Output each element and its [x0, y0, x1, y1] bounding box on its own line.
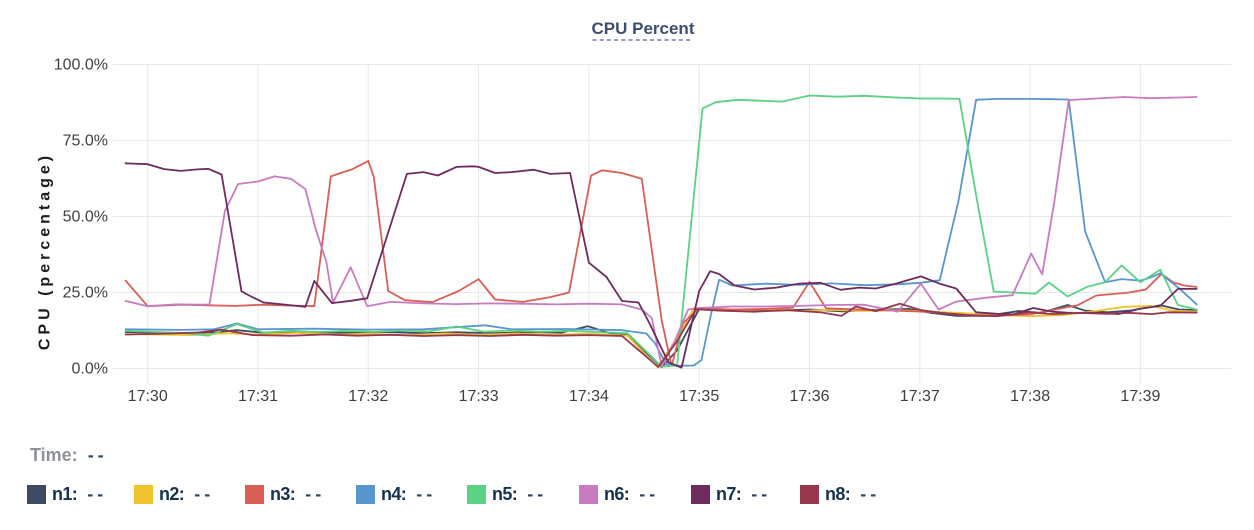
svg-text:100.0%: 100.0% [54, 57, 108, 74]
svg-text:CPU (percentage): CPU (percentage) [37, 152, 54, 350]
svg-text:50.0%: 50.0% [63, 209, 108, 226]
svg-text:17:33: 17:33 [459, 388, 499, 405]
svg-text:0.0%: 0.0% [72, 361, 108, 378]
svg-text:17:38: 17:38 [1010, 388, 1050, 405]
svg-text:17:36: 17:36 [789, 388, 829, 405]
svg-text:75.0%: 75.0% [63, 133, 108, 150]
svg-text:17:37: 17:37 [900, 388, 940, 405]
svg-text:17:34: 17:34 [569, 388, 609, 405]
svg-text:17:30: 17:30 [128, 388, 168, 405]
svg-text:25.0%: 25.0% [63, 285, 108, 302]
svg-text:17:35: 17:35 [679, 388, 719, 405]
svg-text:17:32: 17:32 [348, 388, 388, 405]
svg-text:17:39: 17:39 [1120, 388, 1160, 405]
svg-text:17:31: 17:31 [238, 388, 278, 405]
